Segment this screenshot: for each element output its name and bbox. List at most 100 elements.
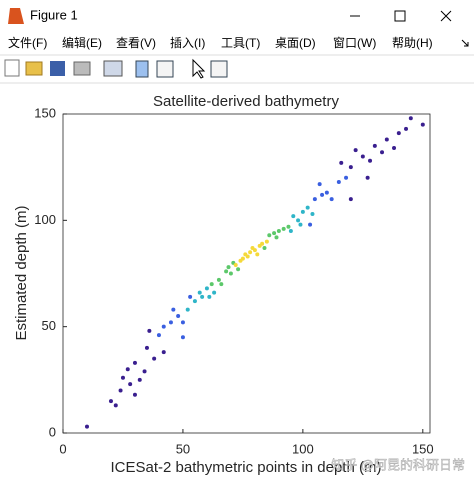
scatter-point xyxy=(226,265,231,270)
tool-print[interactable] xyxy=(73,61,91,76)
scatter-point xyxy=(310,211,315,216)
scatter-point xyxy=(238,258,243,263)
menu-item[interactable]: 插入(I) xyxy=(170,36,205,50)
x-tick-label: 0 xyxy=(59,441,66,456)
scatter-point xyxy=(312,197,317,202)
scatter-point xyxy=(360,154,365,159)
scatter-point xyxy=(200,294,205,299)
scatter-point xyxy=(108,399,113,404)
tool-open[interactable] xyxy=(25,61,43,76)
scatter-point xyxy=(180,335,185,340)
scatter-point xyxy=(243,252,248,257)
scatter-point xyxy=(84,424,89,429)
toolbar xyxy=(4,58,228,79)
chart-title: Satellite-derived bathymetry xyxy=(153,93,339,110)
scatter-point xyxy=(291,214,296,219)
scatter-point xyxy=(276,228,281,233)
menu-item[interactable]: 文件(F) xyxy=(8,35,47,50)
y-tick-label: 100 xyxy=(34,212,56,227)
scatter-point xyxy=(339,160,344,165)
menu-item[interactable]: 桌面(D) xyxy=(275,36,316,50)
maximize-button[interactable] xyxy=(394,10,406,22)
scatter-point xyxy=(344,175,349,180)
scatter-point xyxy=(274,235,279,240)
scatter-point xyxy=(212,290,217,295)
scatter-point xyxy=(152,356,157,361)
tool-legend[interactable] xyxy=(156,60,174,78)
axes-box xyxy=(62,113,431,434)
window-title: Figure 1 xyxy=(30,7,78,22)
tool-save[interactable] xyxy=(50,61,65,76)
tool-colorbar[interactable] xyxy=(135,60,149,78)
menu-item[interactable]: 工具(T) xyxy=(221,36,260,50)
scatter-point xyxy=(113,403,118,408)
scatter-point xyxy=(236,267,241,272)
y-tick-label: 150 xyxy=(34,105,56,120)
scatter-point xyxy=(348,197,353,202)
scatter-point xyxy=(396,131,401,136)
scatter-point xyxy=(147,328,152,333)
scatter-point xyxy=(281,226,286,231)
scatter-point xyxy=(317,182,322,187)
y-tick-label: 0 xyxy=(49,424,56,439)
scatter-point xyxy=(248,250,253,255)
scatter-point xyxy=(125,367,130,372)
scatter-point xyxy=(348,165,353,170)
scatter-point xyxy=(118,388,123,393)
scatter-point xyxy=(161,350,166,355)
scatter-point xyxy=(320,192,325,197)
scatter-point xyxy=(171,307,176,312)
tool-new[interactable] xyxy=(4,59,20,77)
close-button[interactable] xyxy=(440,10,452,22)
scatter-point xyxy=(368,158,373,163)
menu-item[interactable]: 查看(V) xyxy=(116,36,156,50)
scatter-point xyxy=(192,299,197,304)
scatter-point xyxy=(408,116,413,121)
scatter-point xyxy=(188,294,193,299)
tool-pointer[interactable] xyxy=(192,58,206,79)
dock-arrow[interactable] xyxy=(461,39,469,47)
scatter-point xyxy=(305,205,310,210)
scatter-point xyxy=(142,369,147,374)
scatter-point xyxy=(120,375,125,380)
scatter-point xyxy=(137,377,142,382)
watermark: 知乎 @阿昆的科研日常 xyxy=(331,457,465,472)
scatter-point xyxy=(329,197,334,202)
scatter-point xyxy=(267,233,272,238)
scatter-point xyxy=(272,231,277,236)
scatter-point xyxy=(209,282,214,287)
scatter-point xyxy=(336,180,341,185)
scatter-point xyxy=(144,345,149,350)
scatter-point xyxy=(264,239,269,244)
scatter-point xyxy=(300,209,305,214)
scatter-point xyxy=(132,392,137,397)
scatter-point xyxy=(384,137,389,142)
scatter-point xyxy=(404,126,409,131)
menu-item[interactable]: 编辑(E) xyxy=(62,35,102,50)
scatter-point xyxy=(262,245,267,250)
scatter-point xyxy=(216,277,221,282)
scatter-point xyxy=(250,245,255,250)
scatter-point xyxy=(286,224,291,229)
x-axis-label: ICESat-2 bathymetric points in depth (m) xyxy=(111,459,382,476)
scatter-point xyxy=(197,290,202,295)
x-tick-label: 100 xyxy=(292,441,314,456)
scatter-point xyxy=(392,146,397,151)
scatter-point xyxy=(156,333,161,338)
scatter-point xyxy=(308,222,313,227)
y-tick-label: 50 xyxy=(42,318,56,333)
tool-link[interactable] xyxy=(103,60,123,77)
tool-inspector[interactable] xyxy=(210,60,228,78)
scatter-point xyxy=(372,143,377,148)
x-tick-label: 150 xyxy=(412,441,434,456)
scatter-point xyxy=(219,282,224,287)
scatter-point xyxy=(260,241,265,246)
matlab-icon xyxy=(8,8,24,24)
scatter-point xyxy=(298,222,303,227)
menu-item[interactable]: 帮助(H) xyxy=(392,36,433,50)
scatter-point xyxy=(420,122,425,127)
scatter-point xyxy=(161,324,166,329)
menu-item[interactable]: 窗口(W) xyxy=(333,36,376,50)
y-axis-label: Estimated depth (m) xyxy=(13,205,30,340)
